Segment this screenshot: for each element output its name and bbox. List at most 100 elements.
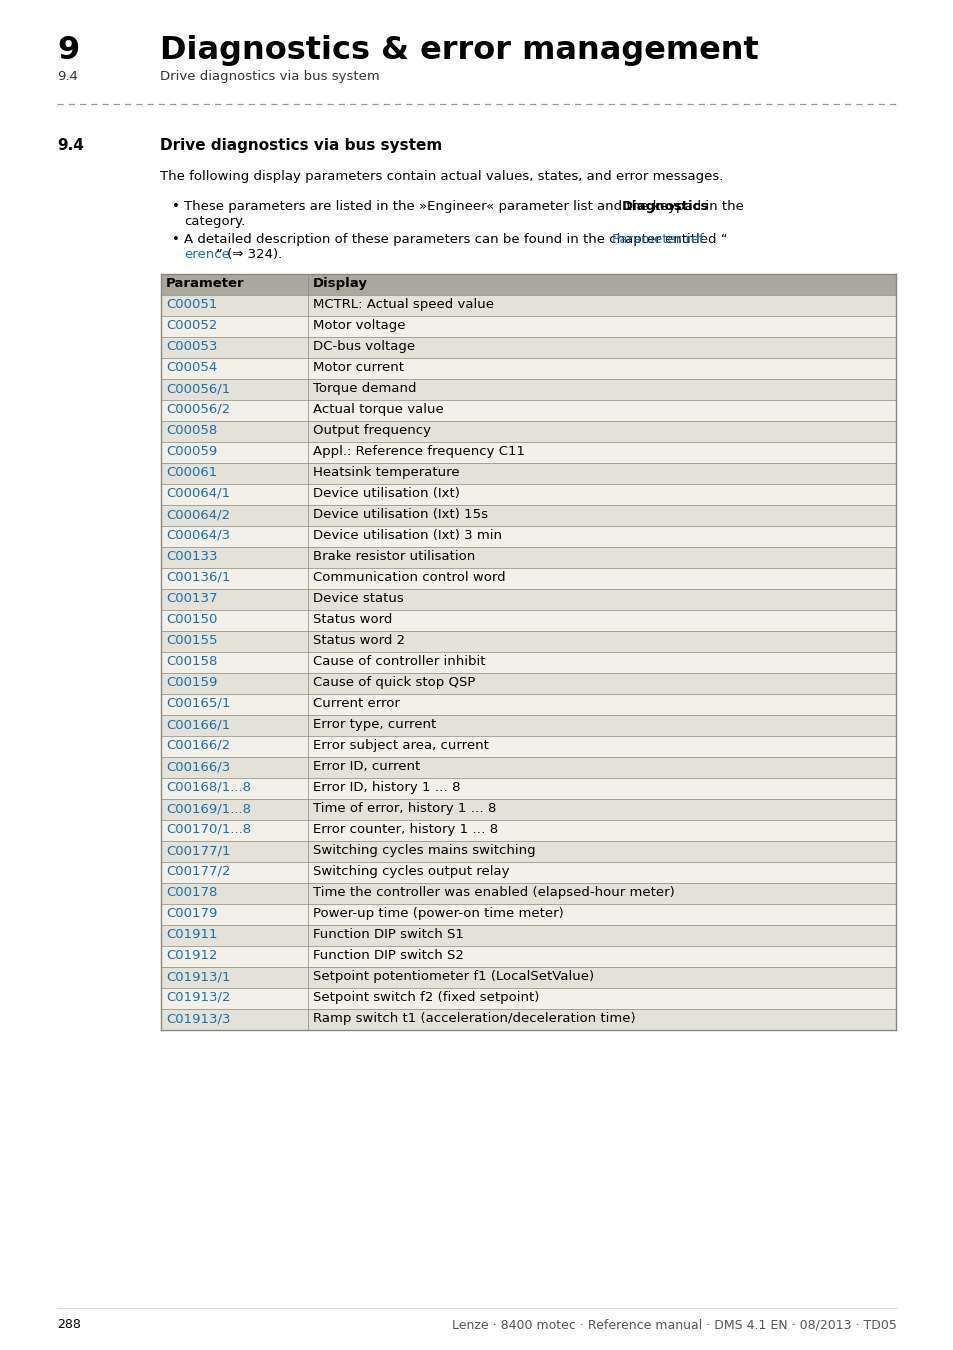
Text: C00165/1: C00165/1 — [166, 697, 230, 710]
Text: C00061: C00061 — [166, 466, 217, 479]
Text: category.: category. — [184, 215, 245, 228]
Bar — [161, 316, 895, 338]
Text: 9.4: 9.4 — [57, 70, 78, 82]
Text: C00166/3: C00166/3 — [166, 760, 230, 774]
Text: C00053: C00053 — [166, 340, 217, 352]
Text: These parameters are listed in the »Engineer« parameter list and the keypad in t: These parameters are listed in the »Engi… — [184, 200, 747, 213]
Text: Heatsink temperature: Heatsink temperature — [313, 466, 459, 479]
Text: C01913/1: C01913/1 — [166, 971, 231, 983]
Text: C00051: C00051 — [166, 298, 217, 311]
Text: C01911: C01911 — [166, 927, 217, 941]
Text: C00177/1: C00177/1 — [166, 844, 231, 857]
Text: Current error: Current error — [313, 697, 399, 710]
Bar — [161, 967, 895, 988]
Bar — [161, 716, 895, 736]
Text: 9: 9 — [57, 35, 79, 66]
Text: Status word 2: Status word 2 — [313, 634, 405, 647]
Text: C00064/2: C00064/2 — [166, 508, 230, 521]
Text: DC-bus voltage: DC-bus voltage — [313, 340, 415, 352]
Text: Setpoint switch f2 (fixed setpoint): Setpoint switch f2 (fixed setpoint) — [313, 991, 538, 1004]
Text: C00054: C00054 — [166, 360, 217, 374]
Text: 288: 288 — [57, 1318, 81, 1331]
Text: Torque demand: Torque demand — [313, 382, 416, 396]
Bar — [161, 778, 895, 799]
Text: Motor voltage: Motor voltage — [313, 319, 405, 332]
Text: Diagnostics & error management: Diagnostics & error management — [160, 35, 758, 66]
Text: •: • — [172, 234, 180, 246]
Bar — [161, 841, 895, 863]
Bar — [161, 526, 895, 547]
Bar — [161, 799, 895, 819]
Text: C00064/1: C00064/1 — [166, 487, 230, 500]
Text: Device utilisation (Ixt): Device utilisation (Ixt) — [313, 487, 459, 500]
Text: Setpoint potentiometer f1 (LocalSetValue): Setpoint potentiometer f1 (LocalSetValue… — [313, 971, 594, 983]
Text: C01913/2: C01913/2 — [166, 991, 231, 1004]
Bar — [161, 630, 895, 652]
Bar — [161, 568, 895, 589]
Bar — [161, 1008, 895, 1030]
Text: C00158: C00158 — [166, 655, 217, 668]
Text: The following display parameters contain actual values, states, and error messag: The following display parameters contain… — [160, 170, 722, 184]
Text: Appl.: Reference frequency C11: Appl.: Reference frequency C11 — [313, 446, 524, 458]
Bar — [161, 883, 895, 905]
Bar — [161, 505, 895, 526]
Text: Parameter ref-: Parameter ref- — [611, 234, 707, 246]
Text: erence: erence — [184, 248, 230, 261]
Text: C00133: C00133 — [166, 549, 217, 563]
Bar — [161, 358, 895, 379]
Text: Device status: Device status — [313, 593, 403, 605]
Bar — [161, 757, 895, 778]
Bar — [161, 904, 895, 925]
Text: Drive diagnostics via bus system: Drive diagnostics via bus system — [160, 70, 379, 82]
Text: C00178: C00178 — [166, 886, 217, 899]
Text: •: • — [172, 200, 180, 213]
Text: C00150: C00150 — [166, 613, 217, 626]
Text: C00169/1...8: C00169/1...8 — [166, 802, 251, 815]
Text: Error type, current: Error type, current — [313, 718, 436, 730]
Bar — [161, 338, 895, 358]
Text: Actual torque value: Actual torque value — [313, 404, 443, 416]
Text: Error counter, history 1 … 8: Error counter, history 1 … 8 — [313, 824, 497, 836]
Text: C00056/2: C00056/2 — [166, 404, 230, 416]
Bar — [161, 547, 895, 568]
Text: Ramp switch t1 (acceleration/deceleration time): Ramp switch t1 (acceleration/deceleratio… — [313, 1012, 635, 1025]
Text: 9.4: 9.4 — [57, 138, 84, 153]
Bar — [161, 694, 895, 716]
Bar — [161, 652, 895, 674]
Text: C00179: C00179 — [166, 907, 217, 919]
Text: Drive diagnostics via bus system: Drive diagnostics via bus system — [160, 138, 442, 153]
Text: Power-up time (power-on time meter): Power-up time (power-on time meter) — [313, 907, 563, 919]
Bar — [161, 589, 895, 610]
Bar — [161, 485, 895, 505]
Bar — [161, 421, 895, 441]
Bar — [161, 296, 895, 316]
Text: Output frequency: Output frequency — [313, 424, 431, 437]
Bar — [161, 736, 895, 757]
Text: Time of error, history 1 … 8: Time of error, history 1 … 8 — [313, 802, 496, 815]
Text: C00136/1: C00136/1 — [166, 571, 230, 585]
Text: C00059: C00059 — [166, 446, 217, 458]
Text: C00170/1...8: C00170/1...8 — [166, 824, 251, 836]
Bar — [161, 400, 895, 421]
Text: Lenze · 8400 motec · Reference manual · DMS 4.1 EN · 08/2013 · TD05: Lenze · 8400 motec · Reference manual · … — [452, 1318, 896, 1331]
Text: C01912: C01912 — [166, 949, 217, 963]
Text: C00064/3: C00064/3 — [166, 529, 230, 541]
Bar — [161, 819, 895, 841]
Text: Time the controller was enabled (elapsed-hour meter): Time the controller was enabled (elapsed… — [313, 886, 674, 899]
Text: Error ID, current: Error ID, current — [313, 760, 420, 774]
Text: MCTRL: Actual speed value: MCTRL: Actual speed value — [313, 298, 494, 311]
Text: Function DIP switch S1: Function DIP switch S1 — [313, 927, 463, 941]
Text: C00052: C00052 — [166, 319, 217, 332]
Bar — [161, 441, 895, 463]
Text: Diagnostics: Diagnostics — [621, 200, 709, 213]
Text: Device utilisation (Ixt) 15s: Device utilisation (Ixt) 15s — [313, 508, 488, 521]
Text: Communication control word: Communication control word — [313, 571, 505, 585]
Bar — [161, 463, 895, 485]
Text: C00168/1...8: C00168/1...8 — [166, 782, 251, 794]
Text: C00166/2: C00166/2 — [166, 738, 230, 752]
Text: C00159: C00159 — [166, 676, 217, 688]
Bar — [161, 946, 895, 967]
Text: Switching cycles output relay: Switching cycles output relay — [313, 865, 509, 878]
Text: Motor current: Motor current — [313, 360, 403, 374]
Text: Status word: Status word — [313, 613, 392, 626]
